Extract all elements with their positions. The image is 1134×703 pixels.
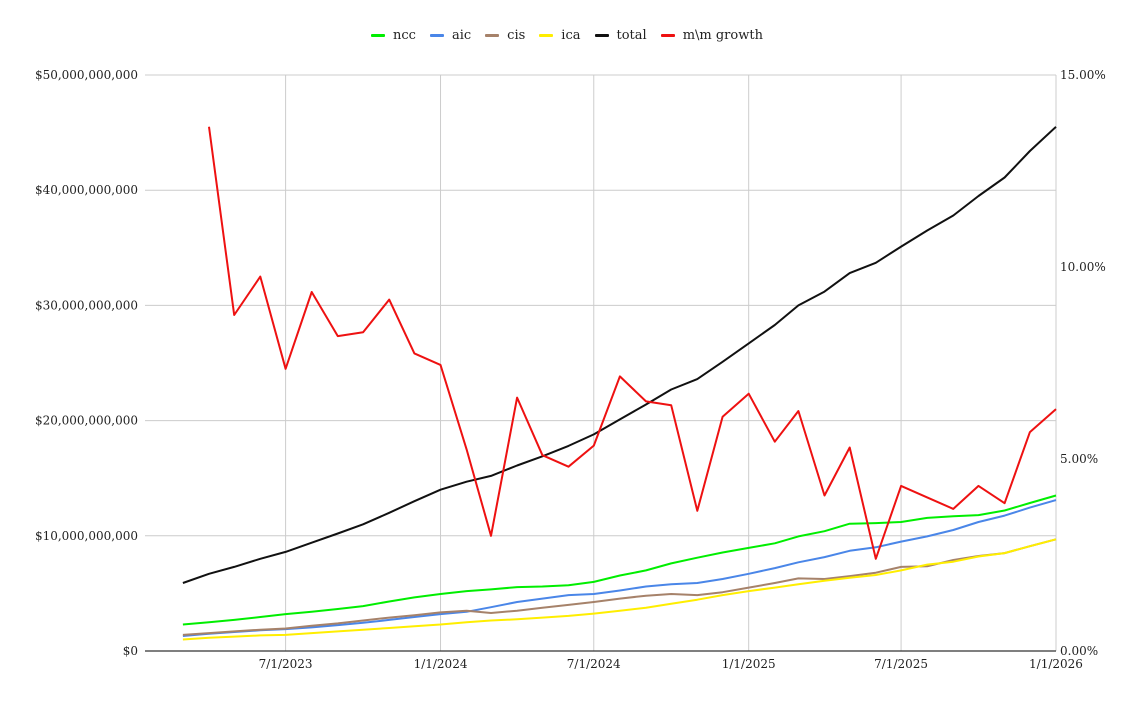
y-right-tick-label: 5.00%: [1060, 452, 1098, 466]
series-line-total: [182, 126, 1057, 584]
legend-item: ncc: [371, 28, 416, 43]
legend-swatch: [594, 34, 609, 37]
legend-label: cis: [507, 28, 526, 43]
y-left-tick-label: $10,000,000,000: [35, 529, 138, 543]
chart-legend: ncc aic cis ica total m\m growth: [0, 28, 1134, 43]
legend-label: ncc: [393, 28, 416, 43]
y-right-tick-label: 15.00%: [1060, 68, 1106, 82]
x-tick-label: 7/1/2025: [874, 657, 928, 671]
legend-swatch: [429, 34, 444, 37]
series-line-m-m-growth: [208, 126, 1057, 560]
series-line-ncc: [182, 494, 1057, 626]
legend-label: aic: [451, 28, 472, 43]
x-tick-label: 1/1/2026: [1029, 657, 1083, 671]
y-left-tick-label: $40,000,000,000: [35, 183, 138, 197]
legend-swatch: [371, 34, 386, 37]
legend-item: ica: [539, 28, 581, 43]
series-line-ica: [182, 538, 1057, 641]
series-line-aic: [182, 499, 1057, 637]
y-left-tick-label: $50,000,000,000: [35, 68, 138, 82]
x-tick-label: 1/1/2025: [722, 657, 776, 671]
y-left-tick-label: $0: [123, 644, 138, 658]
x-tick-label: 7/1/2023: [259, 657, 313, 671]
y-right-tick-label: 10.00%: [1060, 260, 1106, 274]
legend-swatch: [539, 34, 554, 37]
legend-swatch: [660, 34, 675, 37]
legend-label: total: [616, 28, 647, 43]
x-tick-label: 1/1/2024: [414, 657, 468, 671]
y-left-tick-label: $30,000,000,000: [35, 298, 138, 312]
legend-label: m\m growth: [682, 28, 763, 43]
series-line-cis: [182, 538, 1057, 636]
x-tick-label: 7/1/2024: [567, 657, 621, 671]
legend-swatch: [485, 34, 500, 37]
legend-item: cis: [485, 28, 525, 43]
y-right-tick-label: 0.00%: [1060, 644, 1098, 658]
legend-item: m\m growth: [660, 28, 763, 43]
legend-label: ica: [561, 28, 581, 43]
legend-item: total: [594, 28, 647, 43]
y-left-tick-label: $20,000,000,000: [35, 414, 138, 428]
legend-item: aic: [429, 28, 472, 43]
